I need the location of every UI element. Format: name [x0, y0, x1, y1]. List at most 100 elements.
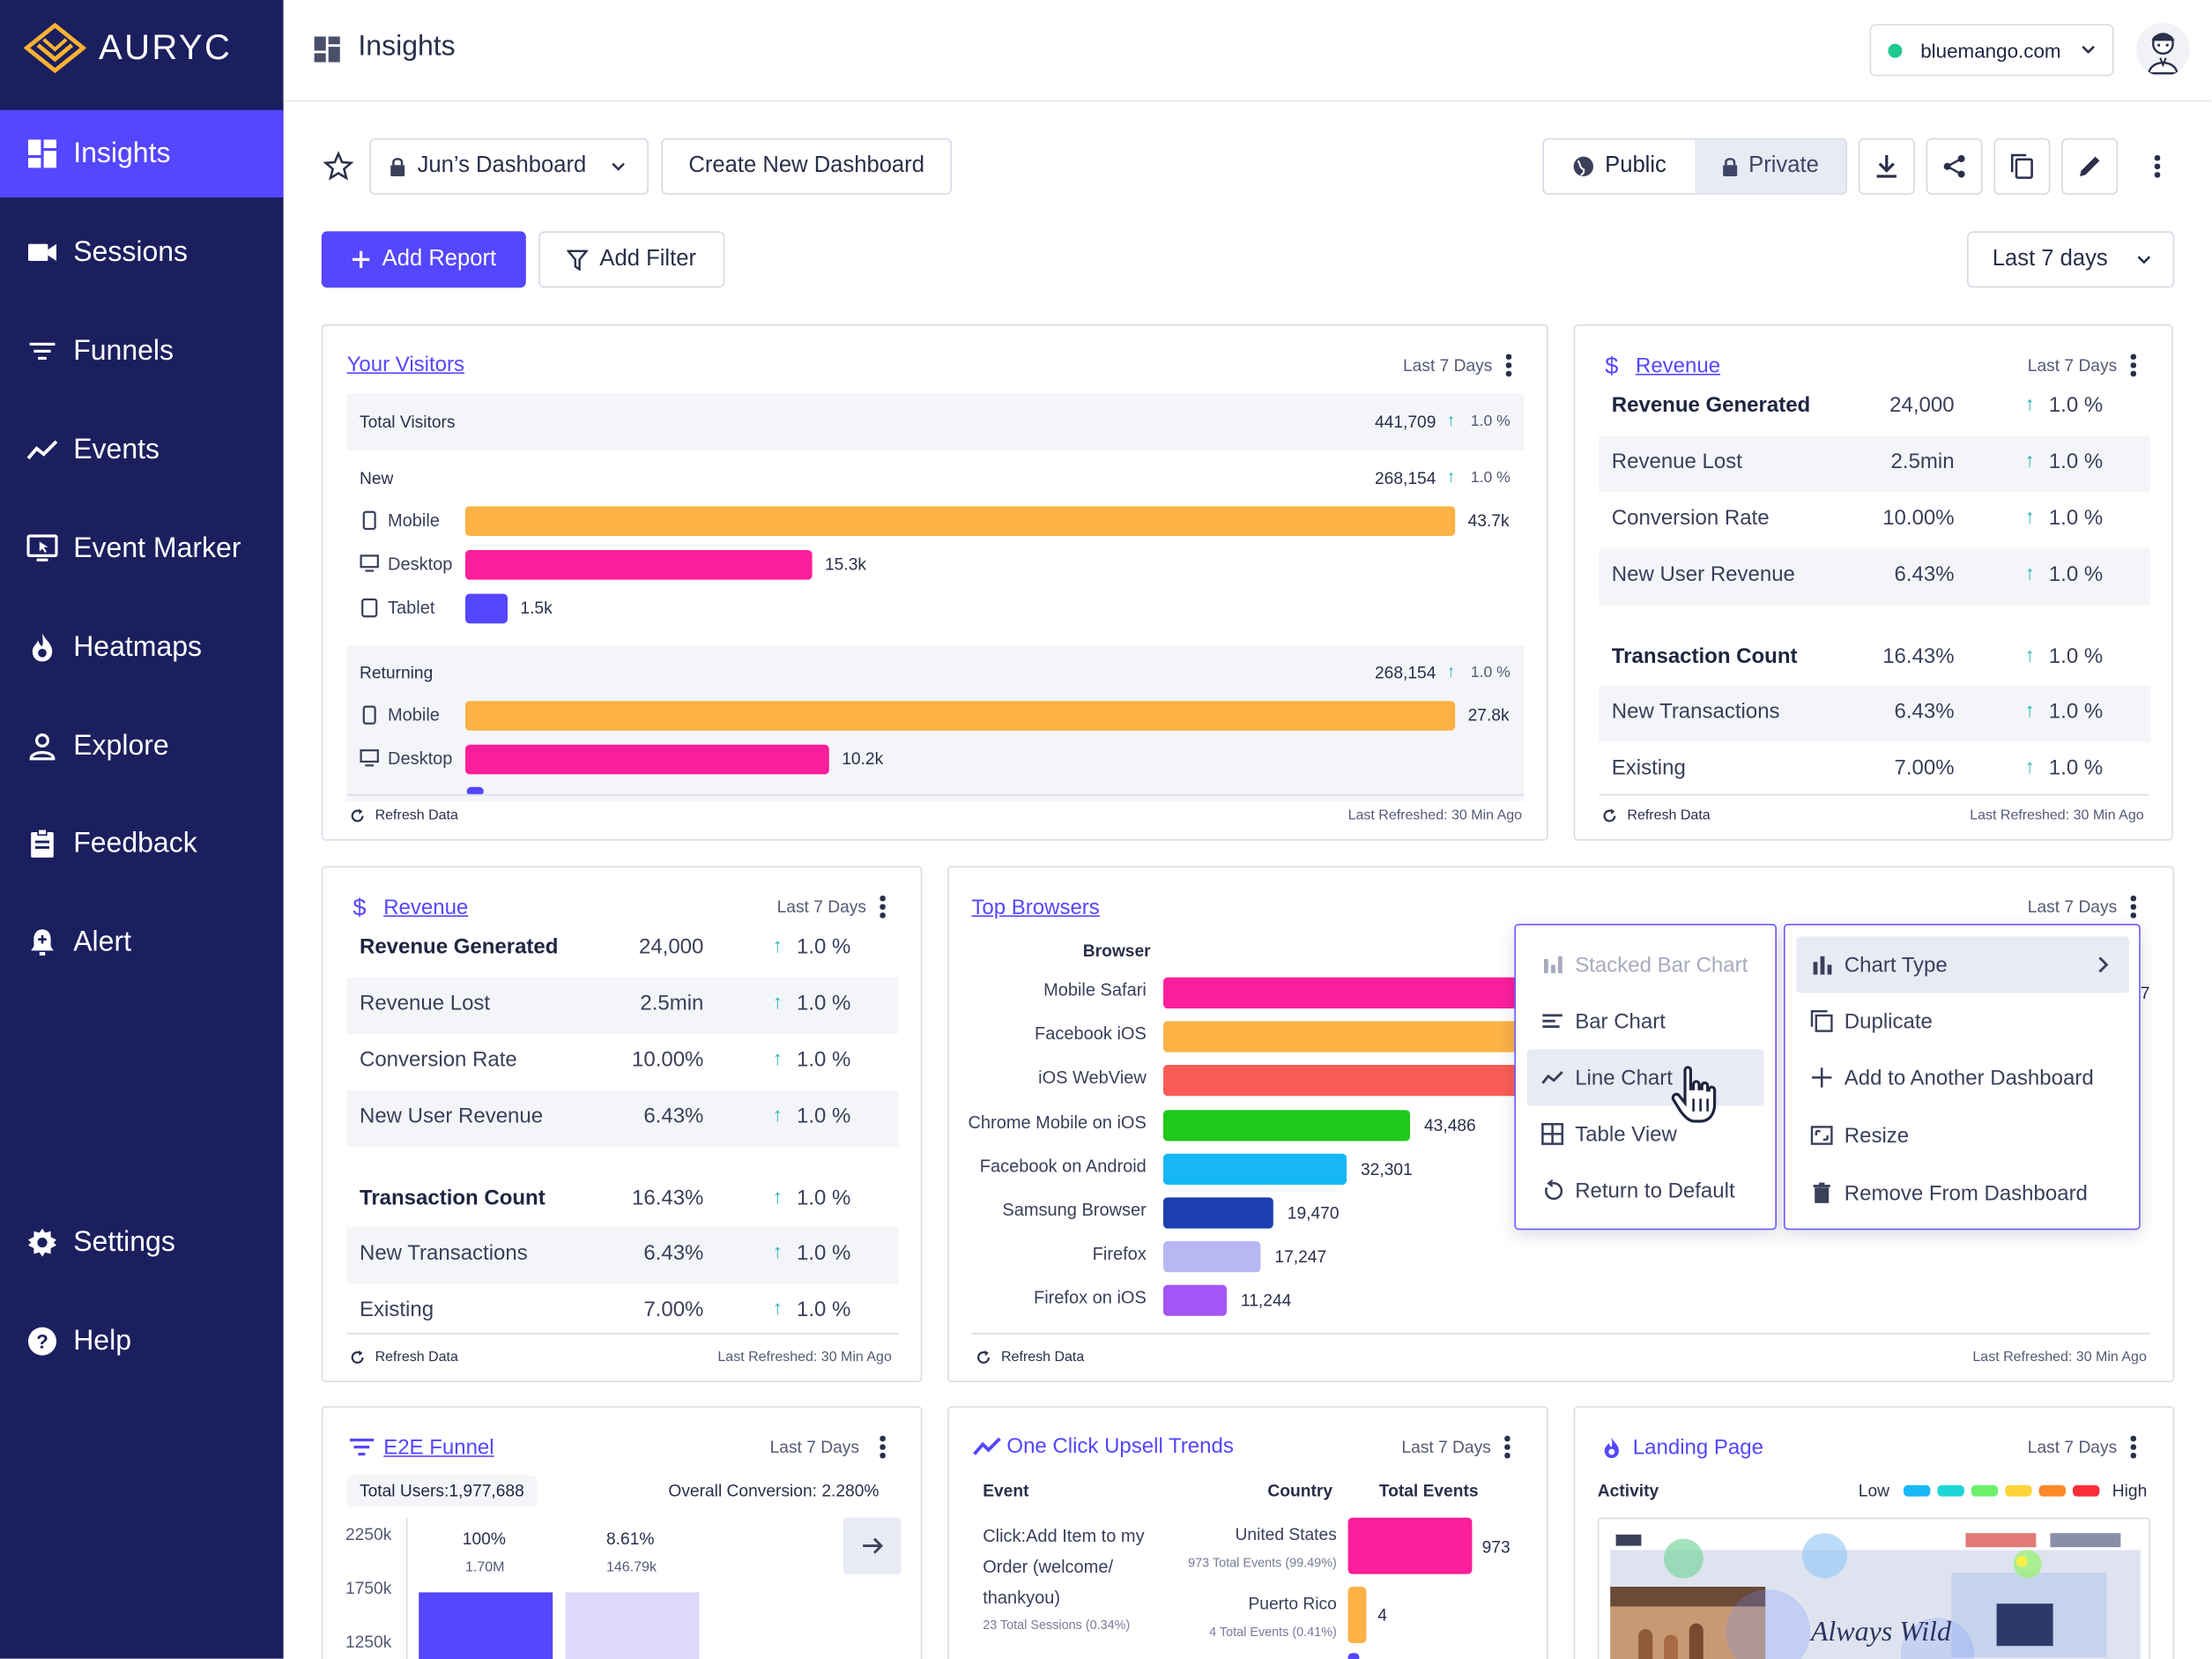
- date-range-selector[interactable]: Last 7 days: [1967, 231, 2175, 288]
- metric-label: Transaction Count: [1611, 644, 1798, 669]
- sidebar-item-explore[interactable]: Explore: [0, 703, 284, 790]
- metric-value: 2.5min: [640, 991, 704, 1015]
- card-title[interactable]: Revenue: [1636, 353, 1721, 378]
- metric-value: 16.43%: [1882, 644, 1955, 669]
- edit-button[interactable]: [2061, 138, 2119, 195]
- menu-item-return-to-default[interactable]: Return to Default: [1527, 1162, 1764, 1218]
- sidebar-item-heatmaps[interactable]: Heatmaps: [0, 604, 284, 691]
- menu-item-bar-chart[interactable]: Bar Chart: [1527, 993, 1764, 1049]
- trend-icon: [973, 1437, 1001, 1455]
- y-tick: 1750k: [345, 1578, 392, 1598]
- total-users-badge: Total Users: 1,977,688: [346, 1475, 538, 1506]
- metric-change: 1.0 %: [2048, 450, 2104, 474]
- card-title[interactable]: One Click Upsell Trends: [1006, 1434, 1234, 1459]
- browser-value: 43,486: [1424, 1114, 1476, 1135]
- trend-icon: [0, 435, 73, 465]
- star-icon[interactable]: [323, 151, 354, 182]
- brand-logo[interactable]: AURYC: [0, 0, 284, 102]
- sidebar-item-help[interactable]: ? Help: [0, 1298, 284, 1385]
- menu-item-stacked-bar-chart[interactable]: Stacked Bar Chart: [1527, 936, 1764, 993]
- landing-page-card: Landing Page Last 7 Days Activity Low Hi…: [1573, 1406, 2175, 1659]
- menu-item-chart-type[interactable]: Chart Type: [1796, 936, 2129, 993]
- stacked-bar-icon: [1544, 956, 1563, 973]
- sidebar-item-settings[interactable]: Settings: [0, 1199, 284, 1286]
- refresh-icon: [977, 1350, 990, 1364]
- metric-change: 1.0 %: [797, 934, 851, 959]
- browser-label: Facebook iOS: [1035, 1023, 1147, 1045]
- card-menu-icon[interactable]: [1504, 353, 1513, 377]
- public-option[interactable]: Public: [1544, 139, 1695, 193]
- sidebar-item-label: Feedback: [73, 827, 197, 859]
- download-button[interactable]: [1858, 138, 1915, 195]
- card-menu-icon[interactable]: [2129, 1435, 2138, 1459]
- menu-item-line-chart[interactable]: Line Chart: [1526, 1049, 1764, 1106]
- card-menu-icon[interactable]: [2129, 353, 2138, 377]
- sidebar-item-alert[interactable]: Alert: [0, 898, 284, 986]
- next-step-button[interactable]: [842, 1517, 902, 1574]
- browser-bar: [1163, 1197, 1273, 1229]
- add-filter-button[interactable]: Add Filter: [538, 231, 725, 288]
- site-selector[interactable]: bluemango.com: [1869, 24, 2114, 77]
- menu-item-table-view[interactable]: Table View: [1527, 1105, 1764, 1162]
- refresh-label: Refresh Data: [375, 1350, 458, 1365]
- menu-item-label: Return to Default: [1575, 1178, 1735, 1202]
- menu-item-add-to-dashboard[interactable]: Add to Another Dashboard: [1796, 1049, 2129, 1105]
- browser-label: iOS WebView: [1038, 1068, 1147, 1089]
- dashboard-selector[interactable]: Jun’s Dashboard: [369, 138, 649, 195]
- grid-icon: [0, 138, 73, 169]
- sidebar-item-label: Insights: [73, 138, 171, 169]
- sidebar-item-label: Event Marker: [73, 532, 241, 564]
- arrow-up-icon: ↑: [2024, 755, 2035, 777]
- sidebar-item-sessions[interactable]: Sessions: [0, 209, 284, 296]
- arrow-up-icon: ↑: [2024, 561, 2035, 584]
- sidebar-item-events[interactable]: Events: [0, 406, 284, 494]
- menu-item-remove[interactable]: Remove From Dashboard: [1796, 1165, 2129, 1222]
- device-bar: [465, 550, 813, 580]
- metric-value: 16.43%: [632, 1186, 704, 1210]
- sidebar-item-insights[interactable]: Insights: [0, 109, 284, 197]
- refresh-data-link[interactable]: Refresh Data: [350, 1350, 458, 1365]
- card-range: Last 7 Days: [1401, 1437, 1491, 1457]
- sidebar-item-funnels[interactable]: Funnels: [0, 308, 284, 395]
- returning-value: 268,154: [1375, 663, 1436, 683]
- menu-item-resize[interactable]: Resize: [1796, 1107, 2129, 1164]
- card-menu-icon[interactable]: [2129, 896, 2138, 919]
- card-title[interactable]: Top Browsers: [971, 896, 1100, 920]
- heat-scale-swatch: [2038, 1484, 2066, 1497]
- new-label: New: [360, 468, 394, 488]
- card-menu-icon[interactable]: [879, 1435, 887, 1459]
- card-context-menu: Chart Type Duplicate Add to Another Dash…: [1784, 924, 2141, 1231]
- card-title[interactable]: Landing Page: [1632, 1435, 1763, 1460]
- sidebar-item-event-marker[interactable]: Event Marker: [0, 505, 284, 592]
- card-title[interactable]: Your Visitors: [346, 353, 465, 377]
- sidebar-item-feedback[interactable]: Feedback: [0, 800, 284, 887]
- metric-change: 1.0 %: [797, 1298, 851, 1322]
- row-stripe: [1599, 435, 2150, 493]
- flame-icon: [1604, 1437, 1619, 1459]
- card-menu-icon[interactable]: [1503, 1435, 1512, 1459]
- refresh-data-link[interactable]: Refresh Data: [1602, 808, 1711, 823]
- metric-label: Revenue Lost: [360, 991, 491, 1015]
- more-options-icon[interactable]: [2153, 155, 2162, 178]
- add-report-button[interactable]: Add Report: [321, 231, 526, 288]
- status-dot: [1888, 42, 1903, 57]
- private-option[interactable]: Private: [1695, 139, 1846, 194]
- device-label: Tablet: [388, 598, 435, 618]
- browser-bar: [1163, 1285, 1227, 1317]
- row-stripe: [1599, 548, 2150, 606]
- card-title[interactable]: E2E Funnel: [383, 1435, 494, 1460]
- menu-item-duplicate[interactable]: Duplicate: [1796, 993, 2129, 1049]
- share-button[interactable]: [1926, 138, 1983, 195]
- card-menu-icon[interactable]: [879, 896, 887, 919]
- arrow-up-icon: ↑: [1446, 661, 1456, 681]
- sidebar-item-label: Heatmaps: [73, 631, 203, 663]
- metric-label: Revenue Lost: [1611, 450, 1742, 474]
- avatar[interactable]: [2136, 22, 2190, 77]
- refresh-data-link[interactable]: Refresh Data: [976, 1350, 1084, 1365]
- metric-label: New Transactions: [360, 1241, 528, 1266]
- create-dashboard-button[interactable]: Create New Dashboard: [661, 138, 952, 195]
- landing-preview[interactable]: Always Wild: [1597, 1517, 2150, 1659]
- copy-button[interactable]: [1993, 138, 2051, 195]
- card-title[interactable]: Revenue: [383, 896, 469, 920]
- refresh-data-link[interactable]: Refresh Data: [350, 808, 458, 823]
